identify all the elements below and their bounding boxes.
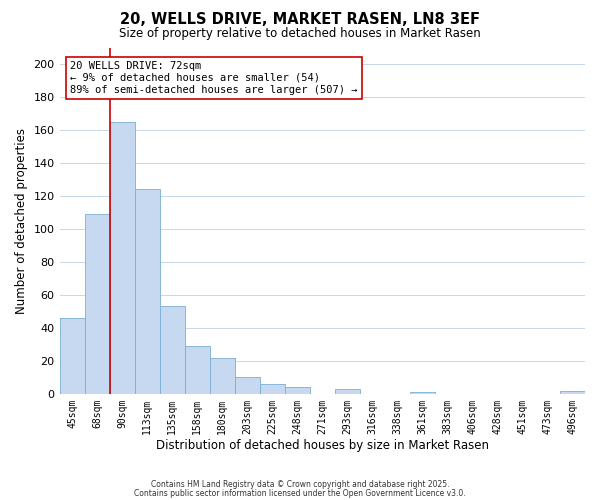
Bar: [335, 389, 360, 394]
X-axis label: Distribution of detached houses by size in Market Rasen: Distribution of detached houses by size …: [156, 440, 489, 452]
Text: Size of property relative to detached houses in Market Rasen: Size of property relative to detached ho…: [119, 28, 481, 40]
Bar: [209, 358, 235, 394]
Bar: [235, 378, 260, 394]
Bar: [160, 306, 185, 394]
Text: Contains HM Land Registry data © Crown copyright and database right 2025.: Contains HM Land Registry data © Crown c…: [151, 480, 449, 489]
Bar: [410, 392, 435, 394]
Bar: [560, 390, 585, 394]
Text: 20, WELLS DRIVE, MARKET RASEN, LN8 3EF: 20, WELLS DRIVE, MARKET RASEN, LN8 3EF: [120, 12, 480, 28]
Bar: [134, 190, 160, 394]
Text: 20 WELLS DRIVE: 72sqm
← 9% of detached houses are smaller (54)
89% of semi-detac: 20 WELLS DRIVE: 72sqm ← 9% of detached h…: [70, 62, 358, 94]
Bar: [110, 122, 134, 394]
Bar: [285, 387, 310, 394]
Text: Contains public sector information licensed under the Open Government Licence v3: Contains public sector information licen…: [134, 488, 466, 498]
Bar: [85, 214, 110, 394]
Bar: [185, 346, 209, 394]
Bar: [59, 318, 85, 394]
Y-axis label: Number of detached properties: Number of detached properties: [15, 128, 28, 314]
Bar: [260, 384, 285, 394]
